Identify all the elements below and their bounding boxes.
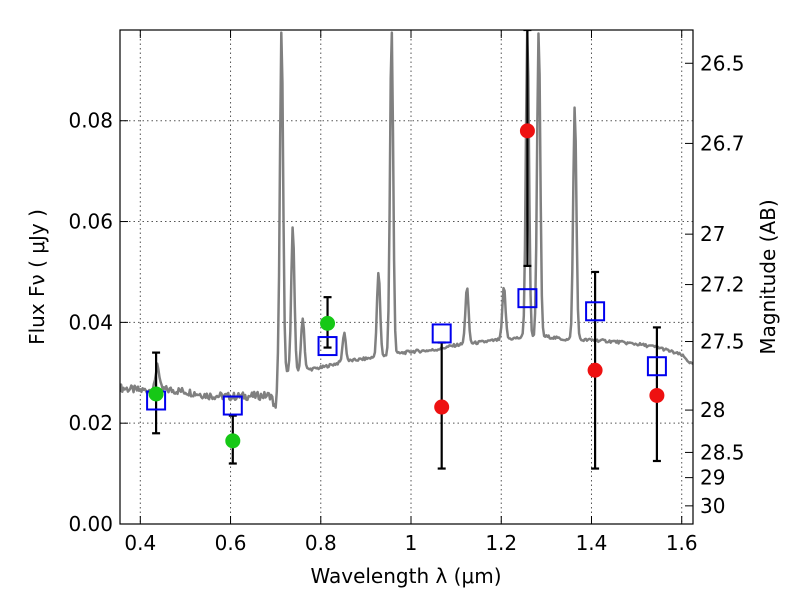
x-tick-label: 1.6: [666, 531, 698, 555]
red-data-point: [649, 387, 665, 403]
right-axis-ticks: 26.5 26.7 27 27.2 27.5 28 28.529 30: [685, 51, 745, 518]
y-tick-label: 0.00: [68, 512, 113, 536]
green-data-point: [320, 315, 336, 331]
right-tick-label: 30: [700, 494, 725, 518]
right-tick-label: 27.5: [700, 330, 745, 354]
model-square-marker: [646, 356, 667, 377]
model-square-marker: [431, 323, 452, 344]
plot-area: [120, 30, 693, 470]
model-square-marker: [222, 395, 243, 416]
model-square-marker: [585, 301, 606, 322]
right-tick-label: 26.7: [700, 131, 745, 155]
y-tick-label: 0.06: [68, 210, 113, 234]
x-tick-label: 1: [405, 531, 418, 555]
x-tick-label: 0.6: [215, 531, 247, 555]
y-tick-label: 0.08: [68, 109, 113, 133]
model-square-marker: [517, 288, 538, 309]
grid: [120, 30, 693, 525]
right-tick-label: 27: [700, 222, 725, 246]
plot-frame: [119, 29, 694, 525]
x-tick-label: 0.8: [305, 531, 337, 555]
spectrum-line: [120, 30, 693, 409]
right-tick-label: 29: [700, 466, 725, 490]
right-axis-label: Magnitude (AB): [756, 199, 780, 354]
x-tick-label: 0.4: [124, 531, 156, 555]
right-tick-label: 26.5: [700, 51, 745, 75]
right-tick-label: 28.5: [700, 440, 745, 464]
x-tick-label: 1.2: [485, 531, 517, 555]
right-tick-label: 27.2: [700, 273, 745, 297]
error-bars: [152, 30, 661, 470]
red-data-point: [519, 123, 535, 139]
y-tick-label: 0.04: [68, 310, 113, 334]
red-data-point: [434, 399, 450, 415]
green-data-point: [225, 433, 241, 449]
x-tick-label: 1.4: [576, 531, 608, 555]
x-axis-ticks: 0.4 0.6 0.8 1 1.2 1.4 1.6: [124, 30, 698, 555]
right-tick-label: 28: [700, 398, 725, 422]
model-square-marker: [317, 336, 338, 357]
data-markers: [146, 123, 667, 449]
y-tick-label: 0.02: [68, 411, 113, 435]
y-axis-label: Flux Fν ( μJy ): [25, 209, 49, 345]
green-data-point: [148, 386, 164, 402]
red-data-point: [587, 362, 603, 378]
x-axis-label: Wavelength λ (μm): [310, 564, 501, 588]
y-axis-ticks: 0.00 0.02 0.04 0.06 0.08: [68, 109, 128, 536]
